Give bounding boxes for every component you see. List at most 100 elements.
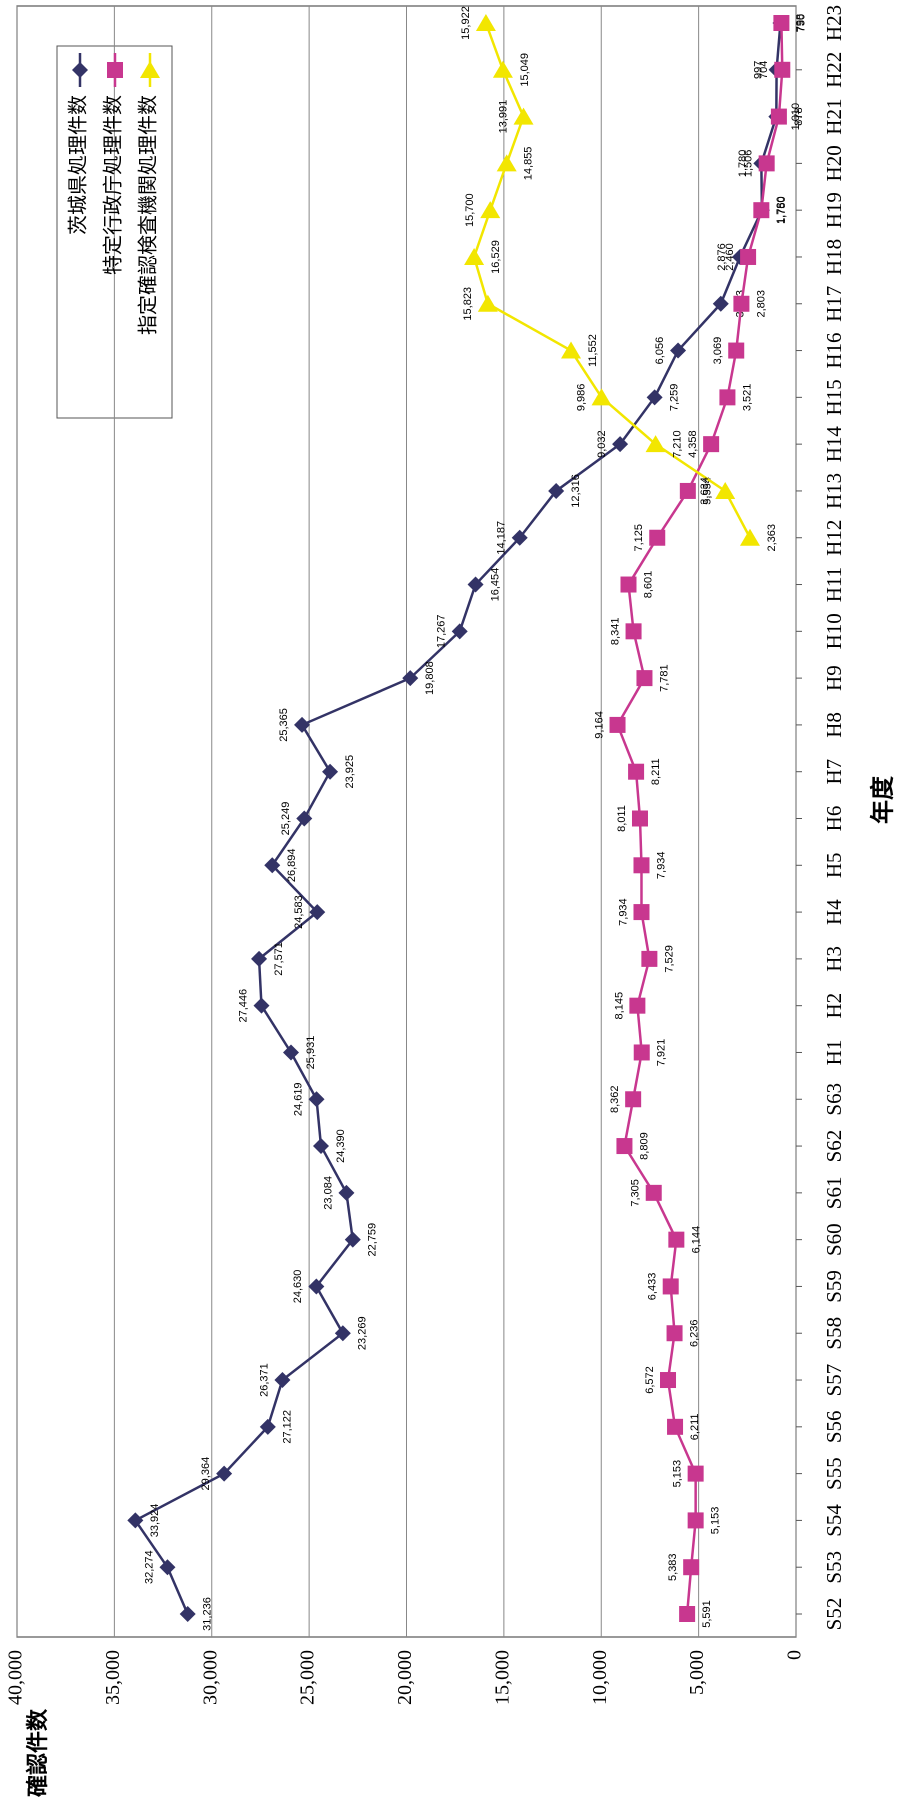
x-tick-label: S52 xyxy=(822,1598,846,1631)
data-point xyxy=(679,482,696,499)
data-point xyxy=(739,528,760,546)
data-label: 23,925 xyxy=(344,755,356,789)
data-point xyxy=(308,1091,325,1108)
y-tick-label: 0 xyxy=(784,1650,806,1660)
data-label: 7,259 xyxy=(669,384,681,412)
data-point xyxy=(620,576,637,593)
data-point xyxy=(679,1606,696,1622)
data-label: 798 xyxy=(794,14,806,32)
x-tick-label: H10 xyxy=(822,613,846,649)
y-tick-label: 30,000 xyxy=(199,1650,221,1705)
data-label: 25,931 xyxy=(305,1036,317,1070)
data-point xyxy=(633,904,650,921)
data-label: 16,529 xyxy=(490,240,502,274)
x-tick-label: H2 xyxy=(822,993,846,1019)
legend-marker xyxy=(107,62,123,78)
x-tick-label: H22 xyxy=(822,52,846,88)
data-point xyxy=(773,15,790,31)
data-point xyxy=(712,295,729,312)
x-tick-label: S55 xyxy=(822,1457,846,1490)
data-label: 23,084 xyxy=(322,1176,334,1210)
y-tick-label: 25,000 xyxy=(297,1650,319,1705)
data-point xyxy=(496,154,517,172)
data-label: 5,153 xyxy=(672,1460,684,1488)
data-point xyxy=(641,950,658,967)
data-label: 27,446 xyxy=(237,989,249,1023)
data-label: 6,211 xyxy=(689,1413,701,1440)
data-label: 5,591 xyxy=(701,1600,713,1628)
data-point xyxy=(667,1418,684,1435)
data-point xyxy=(719,389,736,406)
data-label: 8,362 xyxy=(609,1085,621,1113)
data-label: 3,634 xyxy=(699,477,711,505)
data-label: 27,571 xyxy=(273,942,285,976)
data-point xyxy=(480,201,501,219)
x-tick-label: S60 xyxy=(822,1223,846,1256)
data-label: 29,364 xyxy=(200,1457,212,1491)
data-point xyxy=(616,1138,633,1155)
data-point xyxy=(703,436,720,453)
data-label: 14,855 xyxy=(523,147,535,181)
data-point xyxy=(666,1325,683,1342)
x-tick-label: S59 xyxy=(822,1270,846,1303)
data-label: 8,341 xyxy=(609,618,621,646)
data-point xyxy=(645,1184,662,1201)
data-label: 1,750 xyxy=(776,196,788,224)
data-point xyxy=(548,482,565,499)
y-tick-label: 35,000 xyxy=(102,1650,124,1705)
data-label: 3,521 xyxy=(741,384,753,412)
data-label: 8,809 xyxy=(638,1132,650,1160)
x-tick-label: S58 xyxy=(822,1317,846,1350)
data-label: 997 xyxy=(752,61,764,79)
data-point xyxy=(179,1606,196,1622)
x-tick-label: S53 xyxy=(822,1551,846,1584)
x-tick-label: H4 xyxy=(822,899,846,925)
data-point xyxy=(774,61,791,78)
data-point xyxy=(282,1044,299,1061)
data-label: 1,780 xyxy=(737,150,749,178)
data-point xyxy=(127,1512,144,1529)
data-point xyxy=(259,1418,276,1435)
legend-label: 特定行政庁処理件数 xyxy=(102,95,125,275)
data-label: 26,371 xyxy=(258,1363,270,1397)
data-label: 8,145 xyxy=(613,992,625,1020)
data-point xyxy=(334,1325,351,1342)
data-label: 5,153 xyxy=(710,1507,722,1535)
y-tick-label: 20,000 xyxy=(394,1650,416,1705)
data-label: 17,267 xyxy=(436,614,448,648)
data-label: 6,236 xyxy=(688,1319,700,1347)
data-label: 1,010 xyxy=(790,103,802,131)
data-point xyxy=(728,342,745,359)
data-point xyxy=(308,1278,325,1295)
data-label: 15,700 xyxy=(464,193,476,227)
data-label: 6,144 xyxy=(690,1226,702,1254)
data-label: 7,305 xyxy=(630,1179,642,1207)
x-tick-label: H19 xyxy=(822,192,846,228)
data-label: 7,529 xyxy=(663,945,675,973)
data-label: 8,211 xyxy=(650,758,662,785)
data-point xyxy=(662,1278,679,1295)
data-label: 6,433 xyxy=(647,1273,659,1301)
x-tick-label: H12 xyxy=(822,520,846,556)
data-label: 23,269 xyxy=(357,1316,369,1350)
data-point xyxy=(511,529,528,546)
data-point xyxy=(477,294,498,312)
data-label: 878 xyxy=(793,107,805,125)
data-point xyxy=(264,857,281,874)
data-point xyxy=(464,247,485,265)
x-tick-label: H16 xyxy=(822,332,846,368)
data-label: 11,552 xyxy=(587,334,599,367)
data-label: 15,922 xyxy=(460,6,472,40)
data-point xyxy=(313,1138,330,1155)
data-label: 1,506 xyxy=(743,150,755,178)
x-tick-label: H20 xyxy=(822,145,846,181)
data-point xyxy=(687,1512,704,1529)
data-label: 24,390 xyxy=(335,1129,347,1163)
data-label: 2,363 xyxy=(766,524,778,552)
data-label: 9,986 xyxy=(575,384,587,412)
data-label: 5,383 xyxy=(667,1553,679,1581)
data-point xyxy=(770,108,787,125)
data-label: 6,056 xyxy=(654,337,666,365)
data-label: 32,274 xyxy=(143,1550,155,1584)
x-tick-label: H17 xyxy=(822,286,846,322)
